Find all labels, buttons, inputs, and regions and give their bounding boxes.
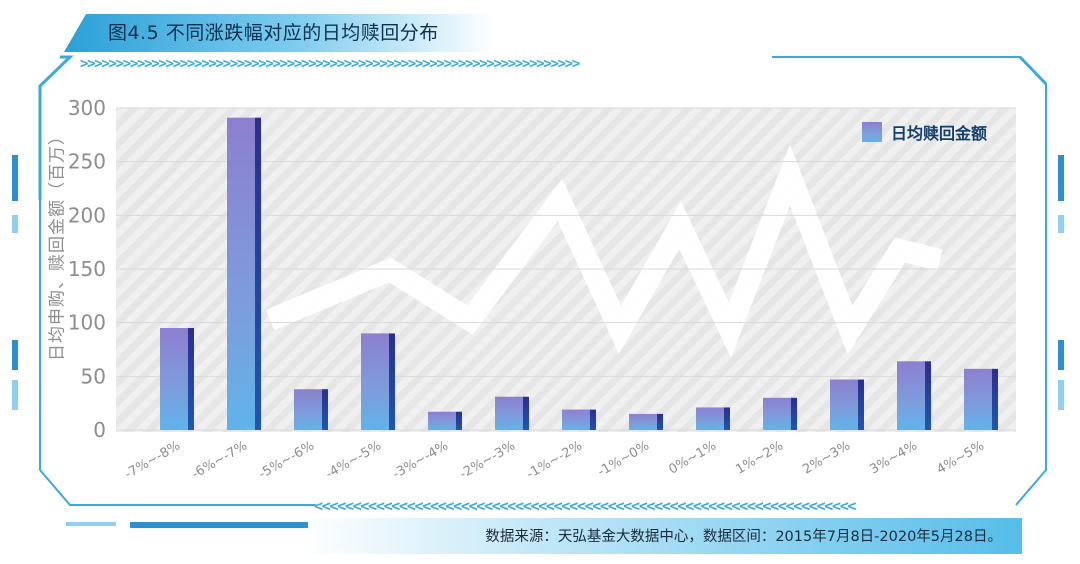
bar: [227, 117, 255, 430]
x-tick-label: -1%~0%: [595, 438, 652, 479]
bar-side: [456, 411, 462, 430]
source-bar: [300, 518, 1022, 554]
bar-side: [188, 328, 194, 430]
y-tick-label: 0: [93, 418, 106, 442]
bar-side: [389, 333, 395, 430]
x-tick-label: -1%~-2%: [524, 438, 585, 482]
bar: [964, 368, 992, 430]
bar: [495, 396, 523, 430]
x-tick-label: 3%~4%: [867, 438, 920, 477]
bar: [696, 407, 724, 430]
x-tick-label: -3%~-4%: [390, 438, 451, 482]
legend-label: 日均赎回金额: [891, 124, 988, 143]
bar-side: [255, 117, 261, 430]
data-source-note: 数据来源：天弘基金大数据中心，数据区间：2015年7月8日-2020年5月28日…: [485, 529, 1002, 545]
legend-swatch: [862, 122, 882, 142]
background-zigzag: [265, 144, 943, 358]
page-title: 图4.5 不同涨跌幅对应的日均赎回分布: [108, 22, 439, 44]
x-tick-label: 2%~3%: [800, 438, 853, 477]
x-tick-label: -2%~-3%: [457, 438, 518, 482]
x-tick-label: -7%~-8%: [122, 438, 183, 482]
x-tick-label: 4%~5%: [934, 438, 987, 477]
bar-side: [992, 368, 998, 430]
y-tick-label: 100: [68, 311, 106, 335]
bar-side: [657, 413, 663, 430]
bar-side: [724, 407, 730, 430]
bar-side: [523, 396, 529, 430]
bar-side: [590, 409, 596, 430]
y-tick-label: 250: [68, 150, 106, 174]
x-tick-label: -4%~-5%: [323, 438, 384, 482]
bar-side: [322, 389, 328, 430]
chevron-strip-bottom: <<<<<<<<<<<<<<<<<<<<<<<<<<<<<<<<<<<<<<<<…: [314, 497, 856, 515]
y-axis-title: 日均申购、赎回金额（百万）: [47, 127, 68, 361]
bar: [294, 389, 322, 430]
x-tick-label: 1%~2%: [733, 438, 786, 477]
bar: [629, 413, 657, 430]
title-banner: [64, 14, 494, 52]
bar: [361, 333, 389, 430]
bar: [830, 379, 858, 430]
y-tick-label: 300: [68, 96, 106, 120]
x-tick-label: -6%~-7%: [189, 438, 250, 482]
y-tick-label: 150: [68, 257, 106, 281]
x-tick-label: -5%~-6%: [256, 438, 317, 482]
bar-side: [791, 397, 797, 430]
bar: [428, 411, 456, 430]
x-tick-label: 0%~1%: [666, 438, 719, 477]
bar: [897, 361, 925, 430]
legend: 日均赎回金额: [862, 119, 987, 145]
y-tick-label: 50: [81, 364, 106, 388]
bar: [160, 328, 188, 430]
y-tick-label: 200: [68, 203, 106, 227]
chevron-strip-top: >>>>>>>>>>>>>>>>>>>>>>>>>>>>>>>>>>>>>>>>…: [80, 56, 580, 72]
bar-side: [858, 379, 864, 430]
bar: [562, 409, 590, 430]
bar: [763, 397, 791, 430]
bar-side: [925, 361, 931, 430]
